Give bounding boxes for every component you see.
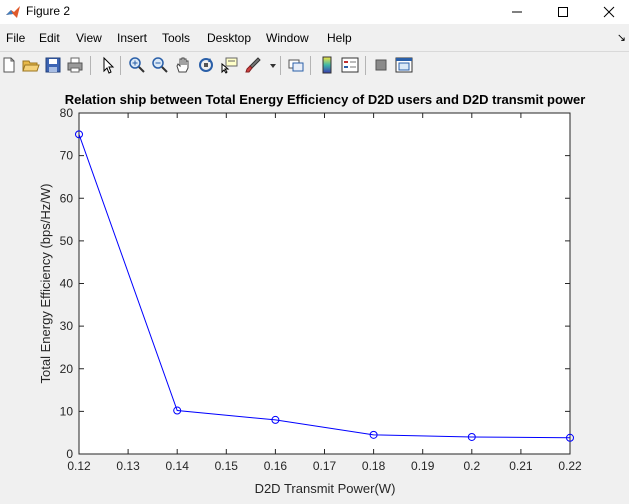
toolbar-separator <box>310 56 311 75</box>
x-tick-label: 0.12 <box>67 459 91 473</box>
show-plot-tools-icon <box>395 57 413 73</box>
toolbar-separator <box>365 56 366 75</box>
zoom-in-icon <box>129 57 145 73</box>
y-tick-label: 30 <box>60 319 74 333</box>
figure-toolbar <box>0 51 629 80</box>
insert-colorbar-icon <box>322 56 332 74</box>
pan-icon <box>176 57 189 73</box>
x-tick-label: 0.17 <box>313 459 337 473</box>
menu-desktop[interactable]: Desktop <box>207 31 252 45</box>
data-cursor-button[interactable] <box>220 56 238 74</box>
menu-file[interactable]: File <box>6 31 26 45</box>
chevron-down-icon <box>270 64 276 68</box>
y-tick-label: 70 <box>60 149 74 163</box>
menu-edit[interactable]: Edit <box>39 31 60 45</box>
save-button[interactable] <box>44 56 62 74</box>
edit-plot-icon <box>103 56 115 74</box>
print-icon <box>67 57 83 73</box>
toolbar-separator <box>90 56 91 75</box>
rotate-3d-icon <box>199 58 213 72</box>
minimize-icon <box>512 11 522 13</box>
menu-window[interactable]: Window <box>266 31 309 45</box>
x-tick-label: 0.2 <box>463 459 480 473</box>
hide-plot-tools-button[interactable] <box>372 56 390 74</box>
x-tick-label: 0.22 <box>558 459 582 473</box>
axis-ticks: 0.12 0.13 0.14 0.15 0.16 0.17 0.18 0.19 0.2 0.21 0… <box>60 106 582 473</box>
brush-dropdown-button[interactable] <box>264 56 276 74</box>
figure-canvas[interactable]: Relation ship between Total Energy Effic… <box>0 80 629 499</box>
brush-button[interactable] <box>244 56 262 74</box>
y-tick-label: 50 <box>60 234 74 248</box>
data-point[interactable] <box>271 415 280 424</box>
open-file-icon <box>22 60 40 72</box>
edit-plot-button[interactable] <box>98 56 116 74</box>
y-axis-label: Total Energy Efficiency (bps/Hz/W) <box>38 184 53 384</box>
close-icon <box>603 6 615 18</box>
chart-title: Relation ship between Total Energy Effic… <box>65 92 586 107</box>
print-button[interactable] <box>66 56 84 74</box>
x-tick-label: 0.13 <box>116 459 140 473</box>
link-plot-button[interactable] <box>287 56 305 74</box>
toolbar-separator <box>280 56 281 75</box>
x-tick-label: 0.18 <box>362 459 386 473</box>
pan-button[interactable] <box>174 56 192 74</box>
x-tick-label: 0.19 <box>411 459 435 473</box>
save-icon <box>45 57 61 73</box>
data-point[interactable] <box>566 433 574 442</box>
hide-plot-tools-icon <box>375 59 387 71</box>
data-point[interactable] <box>173 406 182 415</box>
open-file-button[interactable] <box>22 56 40 74</box>
y-tick-label: 40 <box>60 277 74 291</box>
close-button[interactable] <box>586 0 629 24</box>
zoom-out-button[interactable] <box>151 56 169 74</box>
maximize-button[interactable] <box>540 0 586 24</box>
data-cursor-icon <box>221 57 238 74</box>
y-tick-label: 20 <box>60 362 74 376</box>
plot-axes <box>78 112 571 455</box>
menu-help[interactable]: Help <box>327 31 352 45</box>
menu-view[interactable]: View <box>76 31 102 45</box>
menu-bar: File Edit View Insert Tools Desktop Wind… <box>0 28 629 48</box>
x-tick-label: 0.14 <box>166 459 190 473</box>
x-axis-label: D2D Transmit Power(W) <box>255 481 396 496</box>
y-tick-label: 80 <box>60 106 74 120</box>
line-chart: Relation ship between Total Energy Effic… <box>38 92 586 496</box>
maximize-icon <box>558 7 568 17</box>
minimize-button[interactable] <box>494 0 540 24</box>
x-tick-label: 0.21 <box>509 459 533 473</box>
window-title: Figure 2 <box>26 4 71 18</box>
menu-insert[interactable]: Insert <box>117 31 148 45</box>
brush-icon <box>245 57 261 73</box>
zoom-out-icon <box>152 57 168 73</box>
dock-arrow-icon[interactable]: ↘ <box>616 32 626 44</box>
insert-colorbar-button[interactable] <box>318 56 336 74</box>
show-plot-tools-button[interactable] <box>395 56 413 74</box>
menu-tools[interactable]: Tools <box>162 31 191 45</box>
series-line <box>78 134 571 439</box>
insert-legend-icon <box>341 57 359 73</box>
x-tick-label: 0.16 <box>264 459 288 473</box>
data-point[interactable] <box>467 432 476 441</box>
toolbar-separator <box>120 56 121 75</box>
zoom-in-button[interactable] <box>128 56 146 74</box>
rotate-3d-button[interactable] <box>197 56 215 74</box>
y-tick-label: 0 <box>66 447 73 461</box>
series-markers <box>75 130 574 442</box>
x-tick-label: 0.15 <box>215 459 239 473</box>
link-plot-icon <box>288 59 304 72</box>
data-point[interactable] <box>369 430 378 439</box>
matlab-icon <box>6 6 20 18</box>
data-point[interactable] <box>75 130 83 139</box>
title-bar: Figure 2 <box>0 0 629 24</box>
new-figure-button[interactable] <box>0 56 18 74</box>
new-figure-icon <box>3 57 15 73</box>
insert-legend-button[interactable] <box>341 56 359 74</box>
y-tick-label: 60 <box>60 191 74 205</box>
y-tick-label: 10 <box>60 404 74 418</box>
